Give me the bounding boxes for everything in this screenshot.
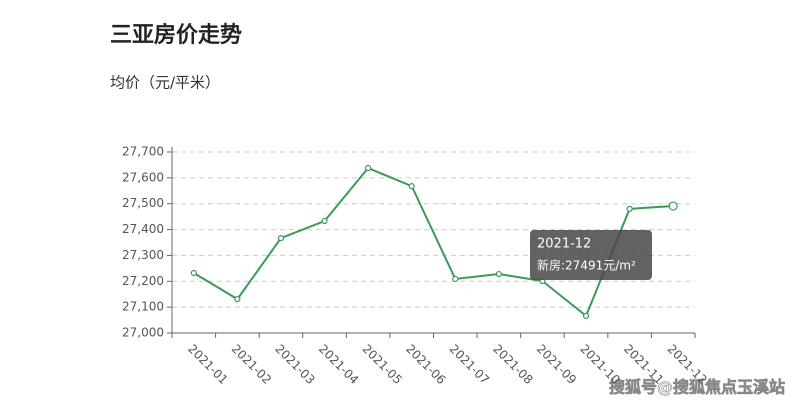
point bbox=[668, 201, 678, 211]
line bbox=[193, 166, 674, 318]
tooltip-title: 2021-12 bbox=[537, 237, 591, 252]
x-tick-label: 2021-07 bbox=[447, 342, 492, 387]
x-tick-label: 2021-05 bbox=[360, 342, 405, 387]
point bbox=[234, 296, 241, 303]
x-tick-label: 2021-01 bbox=[185, 342, 230, 387]
y-tick-label: 27,000 bbox=[122, 326, 164, 340]
tooltip: 2021-12 新房:27491元/m² bbox=[530, 230, 652, 280]
point bbox=[321, 217, 328, 225]
point bbox=[495, 270, 502, 278]
x-tick-label: 2021-02 bbox=[229, 342, 274, 387]
point bbox=[365, 164, 372, 172]
chart-subtitle: 均价（元/平米） bbox=[110, 74, 220, 92]
x-tick-label: 2021-06 bbox=[403, 342, 448, 387]
y-tick-label: 27,600 bbox=[122, 170, 164, 184]
x-tick-label: 2021-03 bbox=[272, 342, 317, 387]
y-tick-label: 27,200 bbox=[122, 274, 164, 288]
y-tick-label: 27,100 bbox=[122, 300, 164, 314]
point bbox=[582, 312, 590, 320]
tooltip-box bbox=[530, 230, 652, 280]
y-tick-label: 27,700 bbox=[122, 145, 164, 159]
x-tick-label: 2021-10 bbox=[577, 342, 622, 387]
x-tick-label: 2021-09 bbox=[534, 342, 579, 387]
x-tick-label: 2021-08 bbox=[490, 342, 535, 387]
tooltip-text: 新房:27491元/m² bbox=[537, 258, 636, 273]
point bbox=[408, 183, 415, 190]
point bbox=[626, 205, 633, 212]
chart-title: 三亚房价走势 bbox=[110, 22, 242, 48]
x-tick-label: 2021-04 bbox=[316, 342, 361, 387]
watermark: 搜狐号@搜狐焦点玉溪站 bbox=[609, 378, 785, 397]
point bbox=[277, 235, 285, 242]
y-tick-label: 27,400 bbox=[122, 222, 164, 236]
y-tick-label: 27,500 bbox=[122, 196, 164, 210]
point bbox=[452, 275, 459, 283]
y-tick-label: 27,300 bbox=[122, 248, 164, 262]
point bbox=[190, 269, 197, 277]
